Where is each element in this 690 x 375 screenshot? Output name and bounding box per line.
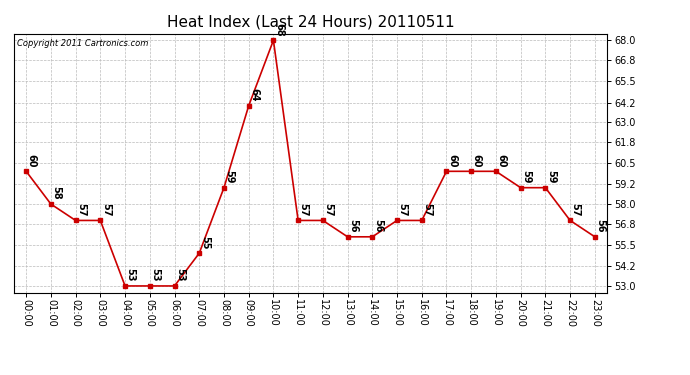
Text: 56: 56 [373,219,383,232]
Text: 60: 60 [27,154,37,167]
Text: 59: 59 [224,170,235,183]
Text: 53: 53 [150,268,160,282]
Text: 56: 56 [348,219,358,232]
Text: 57: 57 [422,203,433,216]
Text: 68: 68 [274,22,284,36]
Text: 60: 60 [472,154,482,167]
Text: 59: 59 [521,170,531,183]
Text: 57: 57 [397,203,408,216]
Text: 53: 53 [175,268,185,282]
Text: 55: 55 [200,236,210,249]
Text: 57: 57 [299,203,308,216]
Text: 64: 64 [249,88,259,102]
Text: 53: 53 [126,268,136,282]
Text: 57: 57 [324,203,333,216]
Text: 60: 60 [447,154,457,167]
Text: 58: 58 [52,186,61,200]
Text: 57: 57 [101,203,111,216]
Text: 60: 60 [497,154,506,167]
Text: 57: 57 [76,203,86,216]
Text: 57: 57 [571,203,581,216]
Text: Copyright 2011 Cartronics.com: Copyright 2011 Cartronics.com [17,39,148,48]
Text: 56: 56 [595,219,605,232]
Text: 59: 59 [546,170,556,183]
Title: Heat Index (Last 24 Hours) 20110511: Heat Index (Last 24 Hours) 20110511 [167,15,454,30]
